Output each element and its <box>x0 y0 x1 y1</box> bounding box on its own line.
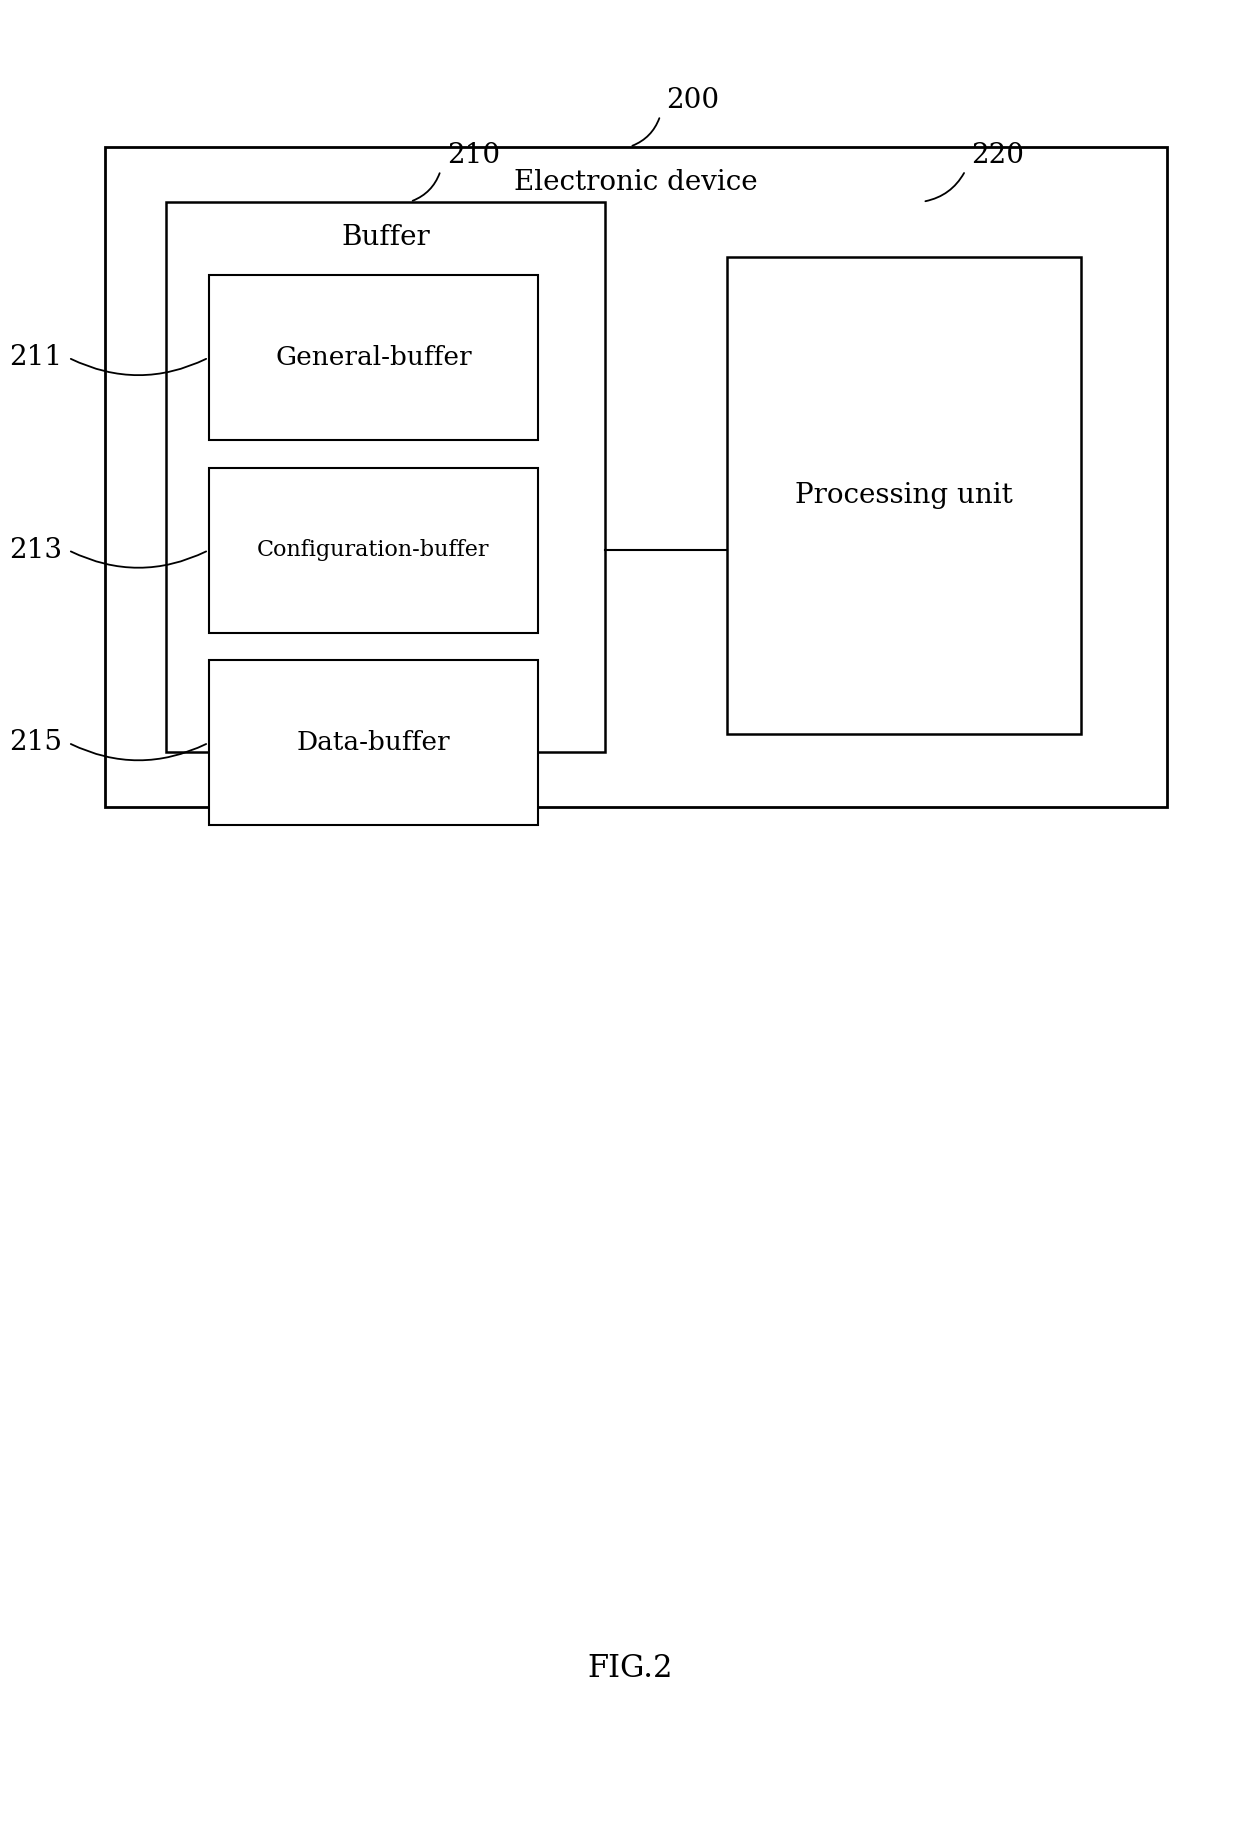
Text: 210: 210 <box>446 143 500 169</box>
Bar <box>105 147 1167 807</box>
Text: Electronic device: Electronic device <box>515 169 758 196</box>
Text: Data-buffer: Data-buffer <box>296 730 450 756</box>
Text: General-buffer: General-buffer <box>275 345 471 370</box>
Text: Configuration-buffer: Configuration-buffer <box>257 539 490 561</box>
Text: Processing unit: Processing unit <box>796 482 1013 508</box>
Text: Buffer: Buffer <box>341 224 430 251</box>
Bar <box>166 202 605 752</box>
Text: 215: 215 <box>9 730 62 756</box>
Text: 220: 220 <box>971 143 1024 169</box>
Text: 200: 200 <box>666 88 719 114</box>
Bar <box>208 275 538 440</box>
Text: 213: 213 <box>9 537 62 563</box>
Text: FIG.2: FIG.2 <box>587 1654 672 1684</box>
Text: 211: 211 <box>9 345 62 370</box>
Bar <box>208 660 538 825</box>
Bar <box>208 468 538 633</box>
Bar <box>728 257 1081 734</box>
